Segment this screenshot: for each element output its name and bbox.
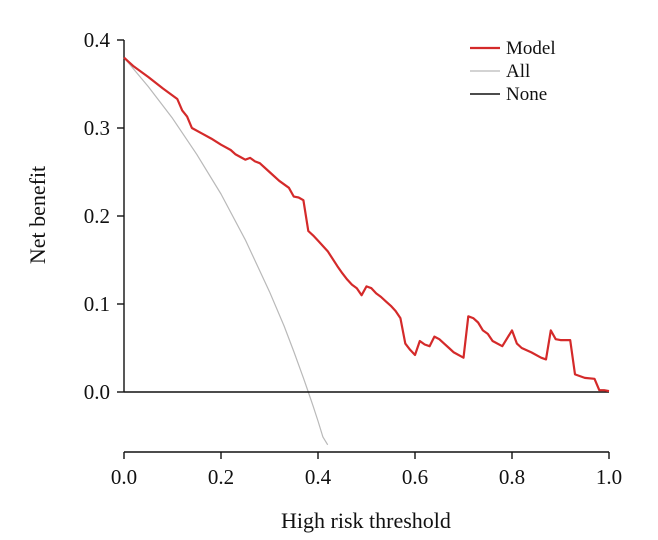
x-axis-title: High risk threshold (281, 508, 451, 533)
y-tick-label: 0.1 (84, 292, 110, 316)
x-tick-label: 0.4 (305, 465, 332, 489)
x-tick-label: 0.8 (499, 465, 525, 489)
y-tick-label: 0.3 (84, 116, 110, 140)
x-tick-label: 0.0 (111, 465, 137, 489)
x-tick-label: 0.6 (402, 465, 428, 489)
y-axis-title: Net benefit (25, 166, 50, 264)
x-axis-ticks: 0.0 0.2 0.4 0.6 0.8 1.0 (111, 452, 622, 489)
series-layer (123, 56, 610, 446)
y-tick-label: 0.2 (84, 204, 110, 228)
series-line-model (123, 56, 610, 393)
x-tick-label: 1.0 (596, 465, 622, 489)
y-tick-label: 0.0 (84, 380, 110, 404)
y-tick-label: 0.4 (84, 28, 111, 52)
x-tick-label: 0.2 (208, 465, 234, 489)
legend-label-none: None (506, 84, 547, 105)
y-axis-ticks: 0.0 0.1 0.2 0.3 0.4 (84, 28, 124, 404)
legend-label-all: All (506, 61, 530, 82)
legend-label-model: Model (506, 38, 556, 59)
series-line-all (123, 57, 329, 446)
